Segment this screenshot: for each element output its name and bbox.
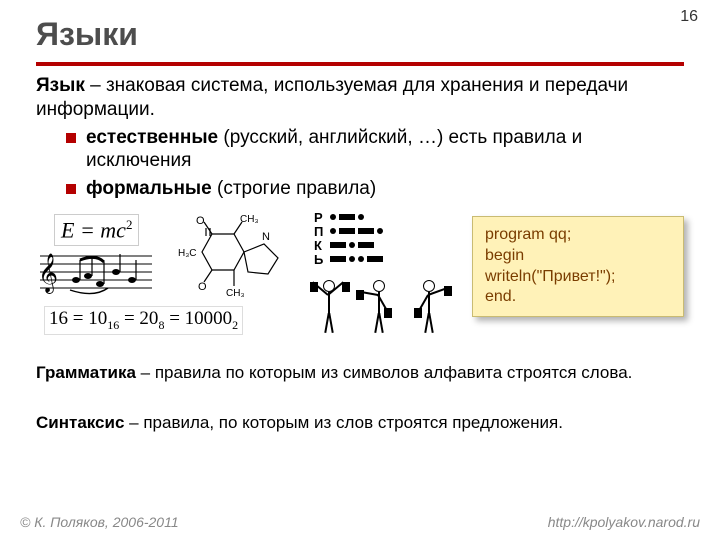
code-example-box: program qq; begin writeln("Привет!"); en…	[472, 216, 684, 317]
slide: 16 Языки Язык – знаковая система, исполь…	[0, 0, 720, 540]
syntax-definition: Синтаксис – правила, по которым из слов …	[36, 412, 686, 433]
chemical-structure-icon: H₃C CH₃ CH₃ O O N	[176, 214, 296, 300]
svg-text:H₃C: H₃C	[178, 248, 197, 259]
svg-text:O: O	[196, 215, 205, 227]
svg-text:N: N	[262, 231, 270, 243]
svg-text:CH₃: CH₃	[240, 214, 259, 225]
svg-text:CH₃: CH₃	[226, 288, 245, 299]
svg-text:𝄞: 𝄞	[38, 254, 58, 294]
square-bullet-icon	[66, 133, 76, 143]
code-line: begin	[485, 246, 671, 267]
code-line: writeln("Привет!");	[485, 267, 671, 288]
code-line: end.	[485, 287, 671, 308]
figures-row: E = mc2 𝄞	[36, 210, 686, 348]
square-bullet-icon	[66, 184, 76, 194]
bullet-text: формальные (строгие правила)	[86, 177, 376, 201]
bullet-text: естественные (русский, английский, …) ес…	[86, 126, 686, 174]
bullet-list: естественные (русский, английский, …) ес…	[66, 126, 686, 201]
definition-block: Язык – знаковая система, используемая дл…	[36, 74, 686, 201]
bullet-item: формальные (строгие правила)	[66, 177, 686, 201]
morse-code-table: Р П К Ь	[314, 210, 434, 266]
footer: © К. Поляков, 2006-2011 http://kpolyakov…	[20, 514, 700, 530]
title-underline	[36, 62, 684, 66]
footer-url: http://kpolyakov.narod.ru	[548, 514, 700, 530]
term-language: Язык	[36, 75, 85, 96]
bullet-item: естественные (русский, английский, …) ес…	[66, 126, 686, 174]
copyright: © К. Поляков, 2006-2011	[20, 514, 179, 530]
music-staff-icon: 𝄞	[36, 250, 156, 296]
slide-title: Языки	[36, 16, 138, 53]
semaphore-figures-icon	[304, 274, 454, 340]
formula-emc2: E = mc2	[54, 214, 139, 246]
term-language-rest: – знаковая система, используемая для хра…	[36, 75, 628, 120]
svg-text:O: O	[198, 281, 207, 293]
grammar-definition: Грамматика – правила по которым из симво…	[36, 362, 686, 383]
page-number: 16	[680, 8, 698, 26]
code-line: program qq;	[485, 225, 671, 246]
number-bases-formula: 16 = 1016 = 208 = 100002	[44, 306, 243, 335]
